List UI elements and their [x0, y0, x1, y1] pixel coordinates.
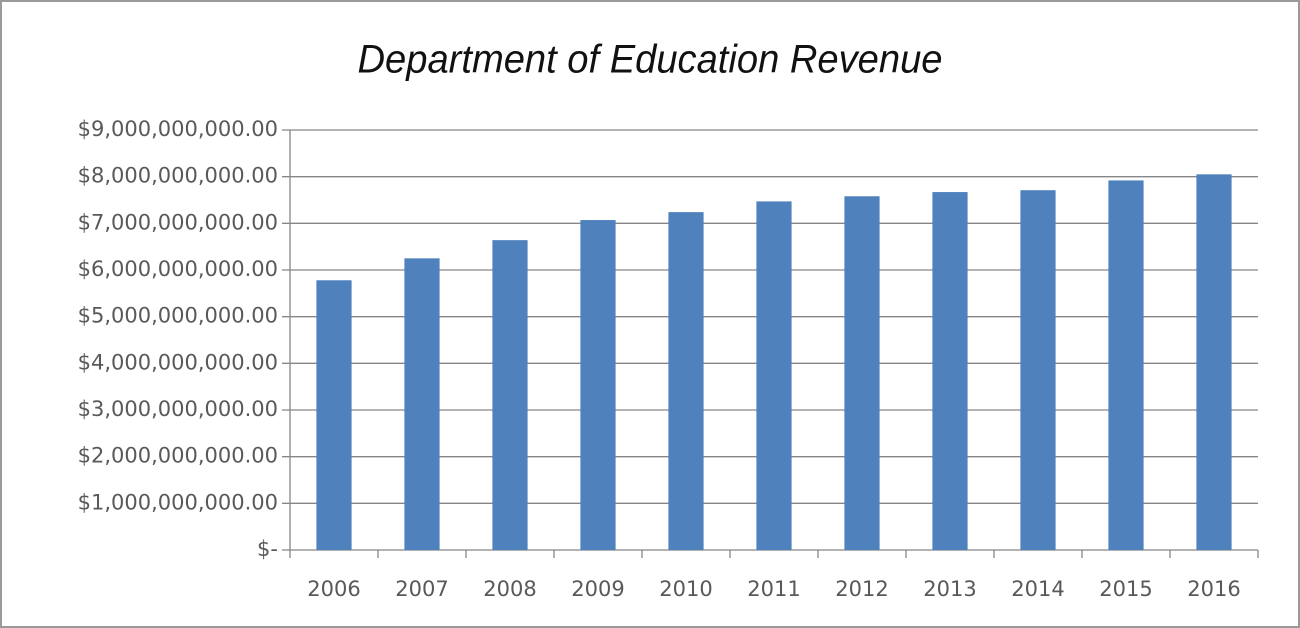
x-tick-label: 2015	[1099, 577, 1152, 601]
x-tick-label: 2011	[747, 577, 800, 601]
y-tick-label: $3,000,000,000.00	[78, 397, 278, 421]
bar	[668, 212, 704, 550]
bar	[492, 240, 528, 550]
y-tick-label: $2,000,000,000.00	[78, 444, 278, 468]
y-tick-label: $4,000,000,000.00	[78, 350, 278, 374]
y-tick-label: $8,000,000,000.00	[78, 164, 278, 188]
y-tick-label: $7,000,000,000.00	[78, 210, 278, 234]
x-tick-label: 2008	[483, 577, 536, 601]
y-tick-label: $5,000,000,000.00	[78, 304, 278, 328]
bar	[756, 201, 792, 550]
bar	[1108, 180, 1144, 550]
bar	[404, 258, 440, 550]
chart-title: Department of Education Revenue	[358, 38, 943, 82]
bar	[1196, 174, 1232, 551]
x-tick-label: 2012	[835, 577, 888, 601]
x-tick-label: 2010	[659, 577, 712, 601]
bar	[932, 192, 968, 551]
x-tick-label: 2009	[571, 577, 624, 601]
x-tick-label: 2014	[1011, 577, 1064, 601]
bar	[1020, 190, 1056, 550]
x-tick-label: 2007	[395, 577, 448, 601]
x-tick-label: 2013	[923, 577, 976, 601]
x-tick-label: 2016	[1187, 577, 1240, 601]
bar	[316, 280, 352, 550]
y-tick-label: $6,000,000,000.00	[78, 257, 278, 281]
y-tick-label: $9,000,000,000.00	[78, 117, 278, 141]
bar	[580, 220, 616, 551]
y-tick-label: $1,000,000,000.00	[78, 490, 278, 514]
bar	[844, 196, 880, 550]
x-tick-label: 2006	[307, 577, 360, 601]
y-tick-label: $-	[257, 537, 278, 561]
